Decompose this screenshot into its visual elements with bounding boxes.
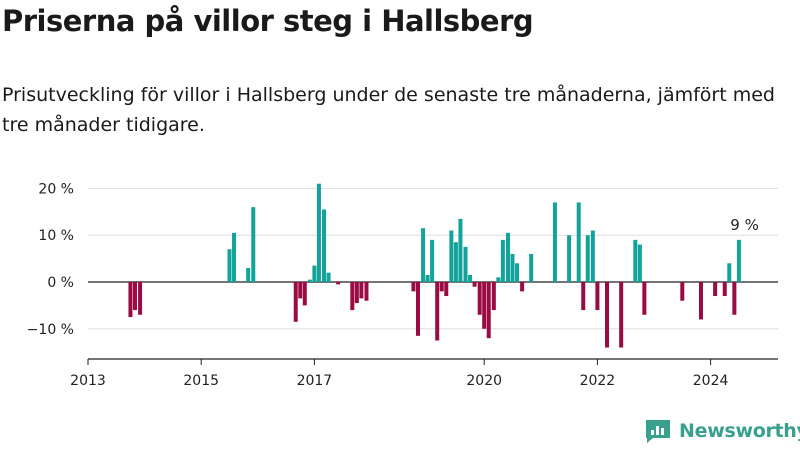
bar <box>128 282 133 318</box>
bar <box>722 282 727 297</box>
bar <box>500 239 505 282</box>
bar <box>350 282 355 311</box>
bar <box>482 282 487 329</box>
annotations: 9 % <box>730 216 759 234</box>
bar <box>232 232 237 282</box>
gridlines <box>88 187 778 330</box>
bar <box>510 253 515 282</box>
bar <box>307 279 312 282</box>
bar <box>585 235 590 282</box>
bar <box>642 282 647 315</box>
bar <box>246 267 251 282</box>
bar <box>477 282 482 315</box>
bar <box>302 282 307 306</box>
bar <box>444 282 449 297</box>
bar <box>293 282 298 322</box>
bar <box>326 272 331 282</box>
newsworthy-logo: Newsworthy <box>644 418 800 444</box>
bar <box>529 253 534 282</box>
y-tick-label: 20 % <box>38 181 74 197</box>
bar <box>680 282 685 301</box>
bar <box>312 265 317 282</box>
bar <box>411 282 416 292</box>
bar <box>552 202 557 282</box>
bar <box>486 282 491 339</box>
bar <box>435 282 440 341</box>
bar <box>425 274 430 282</box>
data-label: 9 % <box>730 216 759 234</box>
x-tick-label: 2017 <box>297 373 333 389</box>
bar <box>322 209 327 282</box>
bar <box>449 230 454 282</box>
bar <box>132 282 137 311</box>
y-tick-label: 10 % <box>38 228 74 244</box>
bar <box>298 282 303 299</box>
bar <box>251 207 256 282</box>
bar <box>727 263 732 282</box>
bar <box>468 274 473 282</box>
bar <box>458 218 463 282</box>
bar <box>698 282 703 320</box>
bar <box>619 282 624 348</box>
bar <box>736 239 741 282</box>
bar <box>581 282 586 311</box>
bar <box>453 242 458 282</box>
bar <box>415 282 420 336</box>
bars <box>128 183 741 348</box>
bar <box>576 202 581 282</box>
bar <box>505 232 510 282</box>
bar <box>605 282 610 348</box>
bar <box>421 228 426 282</box>
bar <box>364 282 369 301</box>
x-tick-label: 2020 <box>466 373 502 389</box>
x-tick-label: 2013 <box>70 373 106 389</box>
bar <box>359 282 364 299</box>
x-tick-label: 2022 <box>580 373 616 389</box>
bar <box>227 249 232 282</box>
chart-title: Priserna på villor steg i Hallsberg <box>2 4 534 38</box>
chart-subtitle: Prisutveckling för villor i Hallsberg un… <box>2 84 775 136</box>
bar <box>637 244 642 282</box>
bar <box>336 282 341 285</box>
bar <box>590 230 595 282</box>
bar <box>354 282 359 304</box>
bar <box>567 235 572 282</box>
bar <box>732 282 737 315</box>
bar <box>496 277 501 282</box>
brand-name: Newsworthy <box>679 420 800 442</box>
bar <box>520 282 525 292</box>
bar <box>472 282 477 287</box>
bar <box>595 282 600 311</box>
y-tick-label: 0 % <box>47 275 74 291</box>
bar <box>713 282 718 297</box>
bar-chart: −10 % 0 % 10 % 20 % 2013 2015 2017 2020 2022 202… <box>27 181 778 389</box>
bar <box>316 183 321 282</box>
bar <box>515 263 520 282</box>
bar <box>633 239 638 282</box>
bar <box>439 282 444 292</box>
bar <box>491 282 496 311</box>
x-axis: 2013 2015 2017 2020 2022 2024 <box>70 358 778 389</box>
newsworthy-logo-icon <box>646 420 670 443</box>
bar <box>463 246 468 282</box>
x-tick-label: 2015 <box>183 373 219 389</box>
bar <box>430 239 435 282</box>
y-axis-labels: −10 % 0 % 10 % 20 % <box>27 181 74 337</box>
bar <box>138 282 143 315</box>
x-tick-label: 2024 <box>693 373 729 389</box>
y-tick-label: −10 % <box>27 322 74 338</box>
